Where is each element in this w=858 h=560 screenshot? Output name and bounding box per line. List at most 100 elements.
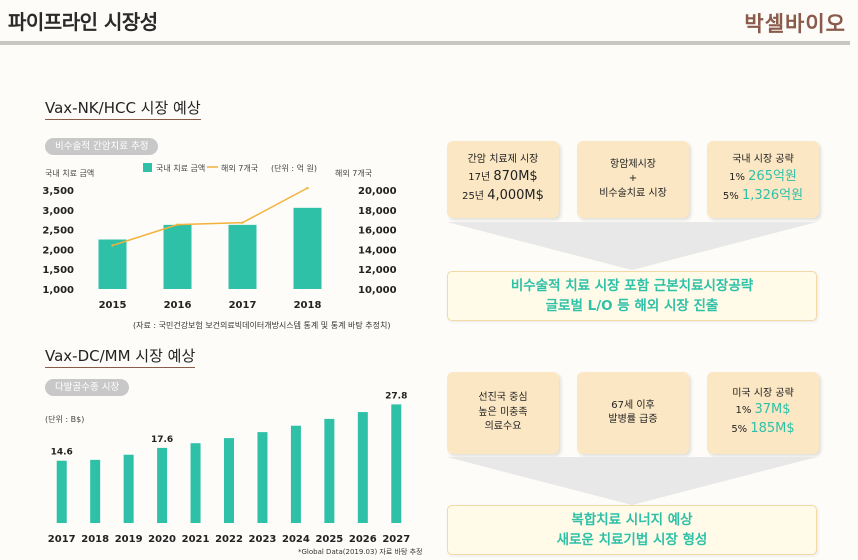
y-left-tick-label: 2,000	[42, 245, 74, 256]
bar	[56, 460, 67, 523]
line-point	[111, 244, 114, 247]
legend-line-label: 해외 7개국	[221, 163, 258, 173]
data-label: 17.6	[151, 435, 173, 445]
section2-title: Vax-DC/MM 시장 예상	[45, 345, 196, 368]
box-incidence: 67세 이후 발병률 급증	[577, 372, 689, 454]
bar	[290, 425, 301, 523]
funnel-arrow	[447, 222, 817, 270]
section2-result: 복합치료 시너지 예상 새로운 치료기법 시장 형성	[447, 505, 817, 555]
chart1-unit: (단위 : 억 원)	[271, 163, 317, 173]
chart2-unit: (단위 : B$)	[45, 414, 84, 424]
bar	[98, 239, 127, 289]
box-unmet-needs: 선진국 중심 높은 미충족 의료수요	[447, 372, 559, 454]
box-title: 항암제시장	[610, 158, 656, 170]
x-tick-label: 2017	[48, 534, 76, 545]
x-tick-label: 2015	[99, 300, 127, 311]
box-prefix: 1%	[735, 405, 755, 417]
y-left-tick-label: 2,500	[42, 226, 74, 237]
bar	[163, 224, 192, 289]
box-anticancer-market: 항암제시장 + 비수술치료 시장	[577, 141, 689, 218]
box-domestic-market: 국내 시장 공략 1% 265억원 5% 1,326억원	[707, 141, 819, 218]
x-tick-label: 2017	[229, 300, 257, 311]
x-tick-label: 2016	[164, 300, 192, 311]
x-tick-label: 2019	[115, 534, 143, 545]
section1-pill: 비수술적 간암치료 추정	[45, 138, 159, 155]
box-value: 4,000M$	[487, 187, 544, 203]
y-left-tick-label: 3,500	[42, 186, 74, 197]
legend-bar-swatch	[143, 163, 152, 172]
box-line: 67세 이후	[611, 399, 655, 411]
line-point	[176, 223, 179, 226]
y-right-tick-label: 10,000	[358, 285, 397, 296]
x-tick-label: 2026	[349, 534, 377, 545]
box-prefix: 17년	[468, 171, 494, 183]
box-line: 높은 미충족	[478, 406, 528, 418]
y-left-tick-label: 3,000	[42, 206, 74, 217]
box-line: 의료수요	[484, 421, 522, 433]
box-us-market: 미국 시장 공략 1% 37M$ 5% 185M$	[707, 372, 819, 454]
x-tick-label: 2018	[81, 534, 109, 545]
y-right-tick-label: 14,000	[358, 245, 397, 256]
bar	[324, 418, 335, 523]
y-left-tick-label: 1,000	[42, 285, 74, 296]
y-right-tick-label: 20,000	[358, 186, 397, 197]
box-liver-cancer-market: 간암 치료제 시장 17년 870M$ 25년 4,000M$	[447, 141, 559, 218]
result-line: 비수술적 치료 시장 포함 근본치료시장공략	[510, 277, 754, 294]
title-divider	[0, 41, 850, 45]
x-tick-label: 2021	[182, 534, 210, 545]
bar	[90, 459, 101, 523]
box-value: 870M$	[493, 168, 538, 184]
box-prefix: 5%	[731, 424, 751, 436]
bar	[123, 454, 134, 523]
line-point	[306, 186, 309, 190]
bar	[228, 224, 257, 289]
line-point	[241, 221, 244, 224]
chart1-left-axis-title: 국내 치료 금액	[45, 168, 94, 178]
box-value: 265억원	[748, 168, 797, 184]
bar	[257, 432, 268, 523]
x-tick-label: 2018	[294, 300, 322, 311]
result-line: 복합치료 시너지 예상	[571, 511, 693, 528]
box-prefix: 25년	[462, 190, 488, 202]
box-prefix: 5%	[722, 190, 742, 202]
result-line: 글로벌 L/O 등 해외 시장 진출	[545, 298, 719, 314]
bar	[224, 438, 234, 523]
box-value: 185M$	[750, 421, 795, 437]
box-title: 간암 치료제 시장	[467, 154, 539, 166]
bar	[157, 447, 168, 523]
x-tick-label: 2020	[148, 534, 176, 545]
x-tick-label: 2024	[282, 534, 310, 545]
section2-pill: 다발골수종 시장	[45, 379, 130, 396]
x-tick-label: 2022	[215, 534, 243, 545]
y-right-tick-label: 18,000	[358, 206, 397, 217]
y-left-tick-label: 1,500	[42, 265, 74, 276]
box-line: 비수술치료 시장	[599, 187, 667, 199]
box-line: 선진국 중심	[478, 392, 528, 404]
funnel-arrow	[447, 457, 817, 505]
bar	[293, 207, 322, 289]
section1-title: Vax-NK/HCC 시장 예상	[45, 97, 201, 120]
bar	[357, 412, 368, 523]
chart2-source: *Global Data(2019.03) 자료 바탕 추정	[298, 548, 423, 556]
bar	[391, 404, 402, 523]
data-label: 14.6	[51, 448, 73, 458]
data-label: 27.8	[385, 391, 407, 401]
result-line: 새로운 치료기법 시장 형성	[556, 532, 708, 548]
chart1-source: (자료 : 국민건강보험 보건의료빅데이터개방시스템 통계 및 통계 바탕 추정…	[133, 321, 391, 330]
legend-bar-label: 국내 치료 금액	[156, 163, 205, 173]
section1-result: 비수술적 치료 시장 포함 근본치료시장공략 글로벌 L/O 등 해외 시장 진…	[447, 271, 817, 321]
x-tick-label: 2027	[382, 534, 410, 545]
x-tick-label: 2025	[315, 534, 343, 545]
y-right-tick-label: 12,000	[358, 265, 397, 276]
box-value: 37M$	[754, 402, 791, 418]
chart1-right-axis-title: 해외 7개국	[335, 168, 372, 178]
page-title: 파이프라인 시장성	[8, 10, 158, 34]
bar	[190, 443, 201, 523]
box-prefix: 1%	[729, 171, 749, 183]
box-title: 미국 시장 공략	[732, 387, 794, 399]
x-tick-label: 2023	[249, 534, 277, 545]
box-line: +	[628, 173, 638, 185]
series-line	[112, 187, 308, 247]
box-line: 발병률 급증	[608, 414, 658, 425]
